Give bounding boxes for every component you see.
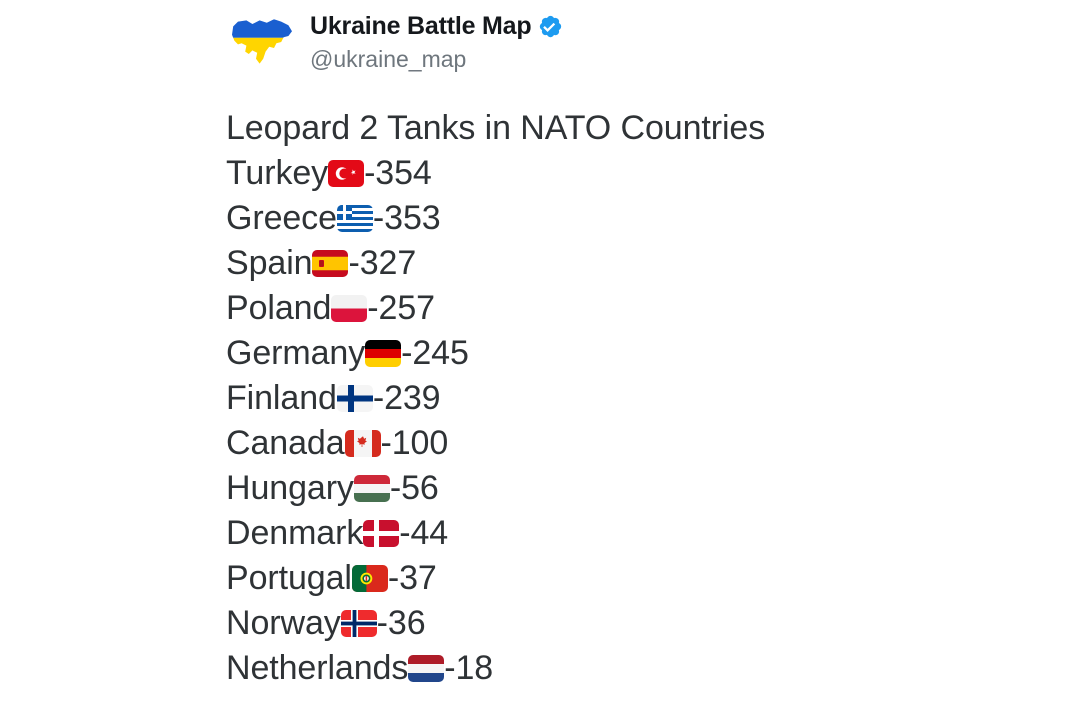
tank-count: 100 (391, 424, 449, 462)
country-label: Turkey (226, 154, 329, 192)
value-separator: - (364, 154, 376, 192)
country-label: Finland (226, 379, 337, 417)
list-item: Norway - 36 (226, 601, 1046, 646)
value-separator: - (367, 289, 379, 327)
value-separator: - (401, 334, 413, 372)
germany-flag-icon (365, 340, 402, 367)
country-label: Germany (226, 334, 366, 372)
country-label: Greece (226, 199, 337, 237)
tank-count: 18 (455, 649, 494, 687)
value-separator: - (372, 379, 385, 417)
country-label: Netherlands (226, 649, 409, 687)
author-display-name[interactable]: Ukraine Battle Map (310, 12, 532, 40)
canada-flag-icon (344, 430, 381, 457)
tweet-header: Ukraine Battle Map @ukraine_map (226, 8, 563, 76)
list-item: Hungary - 56 (226, 466, 1046, 511)
tank-count: 56 (401, 469, 439, 507)
tank-count: 257 (378, 289, 436, 327)
country-label: Poland (226, 289, 332, 327)
value-separator: - (389, 469, 402, 507)
avatar[interactable] (226, 8, 298, 76)
tweet-text-body: Leopard 2 Tanks in NATO Countries Turkey… (226, 106, 1046, 691)
list-item: Canada - 100 (226, 421, 1046, 466)
denmark-flag-icon (363, 520, 400, 547)
tank-count: 353 (384, 199, 441, 237)
value-separator: - (387, 559, 400, 597)
tweet-title-line: Leopard 2 Tanks in NATO Countries (226, 109, 766, 147)
list-item: Germany - 245 (226, 331, 1046, 376)
tank-count: 245 (412, 334, 469, 372)
tank-count: 37 (399, 559, 437, 597)
list-item: Finland - 239 (226, 376, 1046, 421)
spain-flag-icon (312, 250, 349, 277)
value-separator: - (380, 424, 392, 462)
list-item: Turkey - 354 (226, 151, 1046, 196)
greece-flag-icon (336, 205, 373, 232)
hungary-flag-icon (353, 475, 390, 502)
list-item: Denmark - 44 (226, 511, 1046, 556)
value-separator: - (348, 244, 360, 282)
tank-count: 44 (410, 514, 449, 552)
country-label: Spain (226, 244, 313, 282)
country-label: Hungary (226, 469, 354, 507)
tank-count: 36 (387, 604, 426, 642)
author-name-row: Ukraine Battle Map (310, 11, 563, 41)
country-label: Denmark (226, 514, 364, 552)
poland-flag-icon (331, 295, 368, 322)
finland-flag-icon (336, 385, 373, 412)
list-item: Spain - 327 (226, 241, 1046, 286)
netherlands-flag-icon (408, 655, 445, 682)
list-item: Greece - 353 (226, 196, 1046, 241)
list-item: Poland - 257 (226, 286, 1046, 331)
portugal-flag-icon (351, 565, 388, 592)
country-label: Canada (226, 424, 345, 462)
list-item: Portugal - 37 (226, 556, 1046, 601)
value-separator: - (444, 649, 456, 687)
author-handle[interactable]: @ukraine_map (310, 46, 467, 72)
country-label: Norway (226, 604, 341, 642)
tank-count: 239 (384, 379, 441, 417)
value-separator: - (399, 514, 411, 552)
value-separator: - (372, 199, 385, 237)
verified-badge-icon (538, 14, 563, 39)
turkey-flag-icon (328, 160, 365, 187)
author-identity: Ukraine Battle Map @ukraine_map (310, 8, 563, 74)
value-separator: - (376, 604, 388, 642)
country-label: Portugal (226, 559, 352, 597)
tank-count: 354 (375, 154, 432, 192)
list-item: Netherlands - 18 (226, 646, 1046, 691)
norway-flag-icon (340, 610, 377, 637)
tank-count: 327 (359, 244, 417, 282)
